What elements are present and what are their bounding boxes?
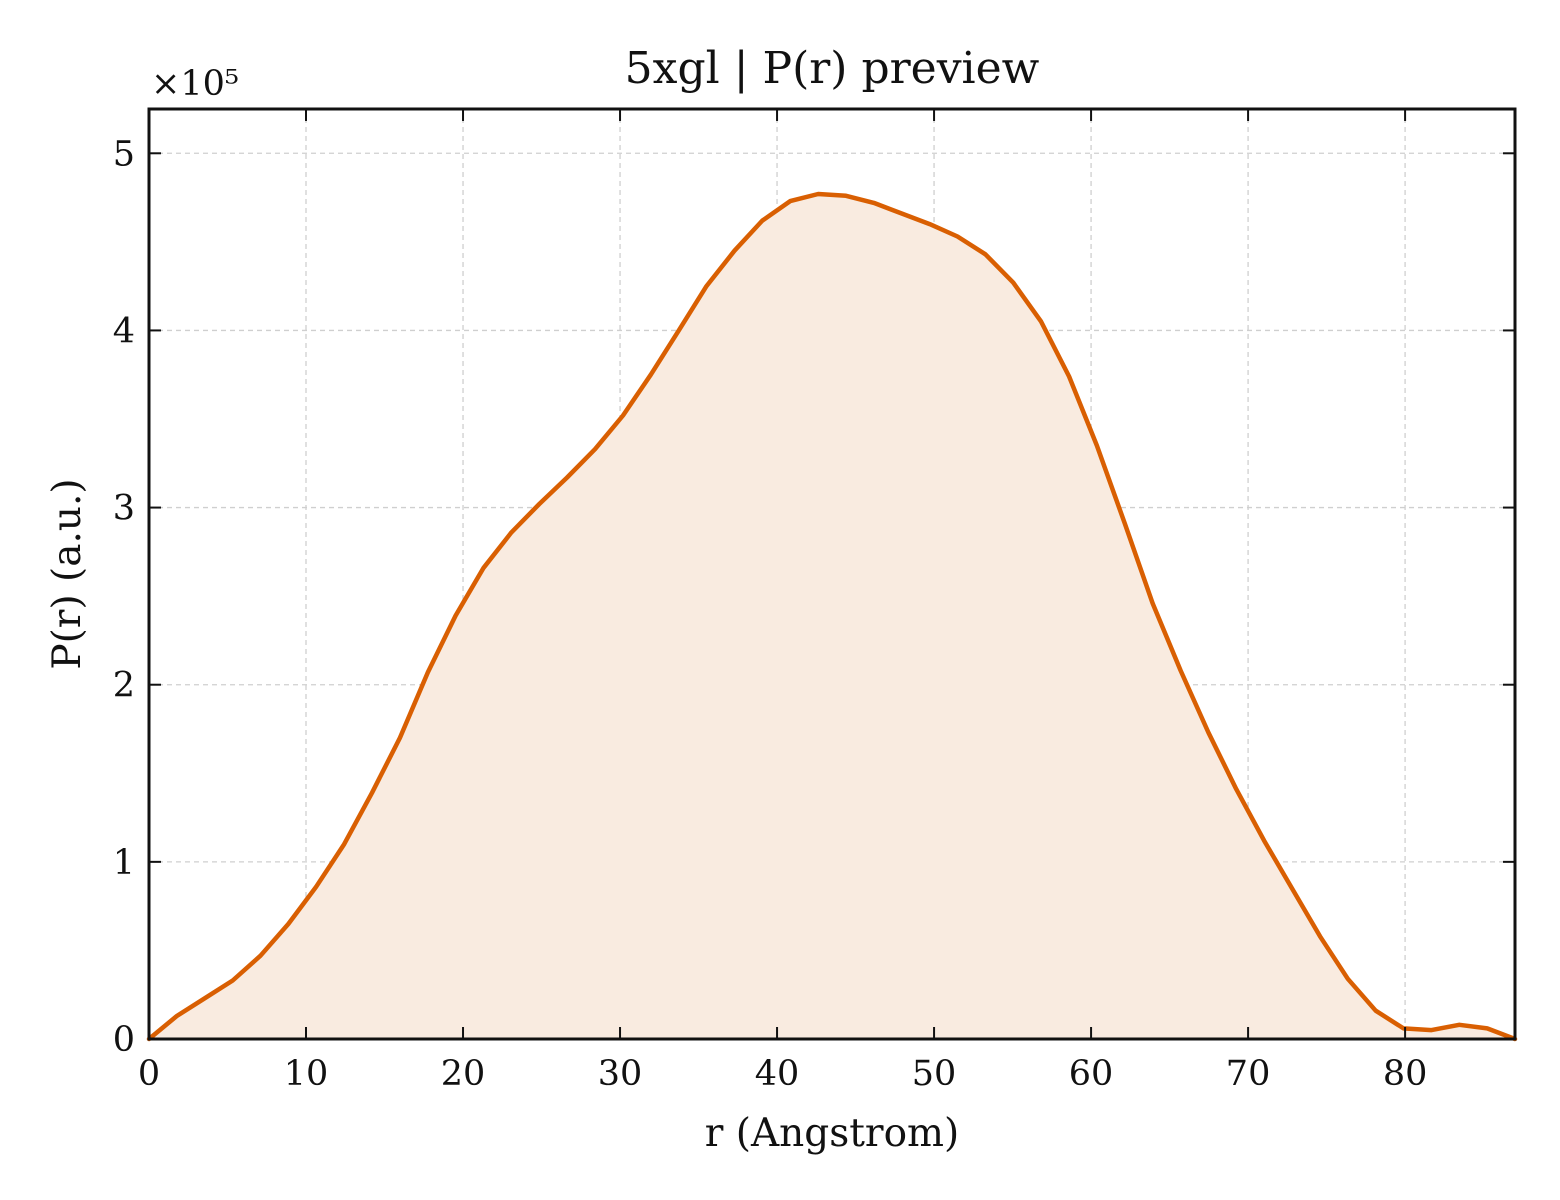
y-tick-label: 2 — [113, 666, 135, 706]
x-tick-label: 30 — [598, 1054, 643, 1094]
y-tick-label: 5 — [113, 134, 135, 174]
pr-series-line — [146, 191, 1518, 1042]
axis-ticks: 0 10 20 30 40 50 60 70 80 0 1 2 3 4 5 — [113, 109, 1515, 1094]
y-tick-label: 4 — [113, 311, 135, 351]
y-tick-label: 1 — [113, 843, 135, 883]
chart-title: 5xgl | P(r) preview — [625, 43, 1040, 94]
x-tick-label: 80 — [1383, 1054, 1428, 1094]
x-tick-label: 50 — [912, 1054, 957, 1094]
x-tick-label: 40 — [755, 1054, 800, 1094]
y-tick-label: 0 — [113, 1020, 135, 1060]
plot-frame — [147, 107, 1517, 1041]
x-tick-label: 20 — [441, 1054, 486, 1094]
y-axis-label: P(r) (a.u.) — [45, 478, 90, 669]
y-tick-label: 3 — [113, 489, 135, 529]
x-axis-label: r (Angstrom) — [705, 1111, 960, 1156]
pr-area-fill — [149, 194, 1515, 1039]
x-tick-label: 70 — [1226, 1054, 1271, 1094]
x-tick-label: 10 — [284, 1054, 329, 1094]
x-tick-label: 60 — [1069, 1054, 1114, 1094]
y-scale-multiplier: ×10⁵ — [151, 64, 239, 104]
x-tick-label: 0 — [138, 1054, 160, 1094]
